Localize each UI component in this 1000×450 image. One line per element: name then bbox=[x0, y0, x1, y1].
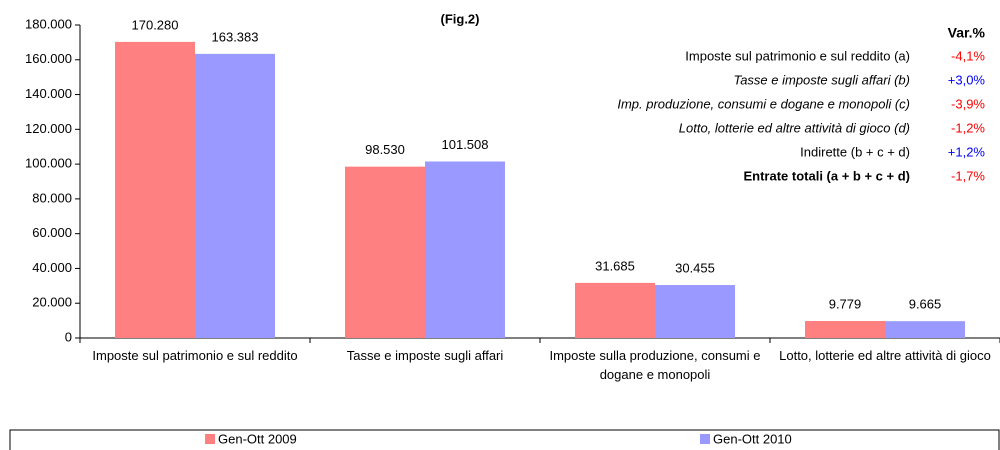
annotation-value: -1,2% bbox=[951, 120, 985, 135]
y-tick-label: 160.000 bbox=[25, 51, 72, 66]
bar bbox=[345, 166, 425, 338]
y-tick-label: 60.000 bbox=[32, 225, 72, 240]
annotation-value: +1,2% bbox=[948, 144, 986, 159]
bar bbox=[115, 41, 195, 338]
annotation-label: Tasse e imposte sugli affari (b) bbox=[733, 72, 910, 87]
legend-label: Gen-Ott 2009 bbox=[218, 431, 297, 446]
legend-swatch bbox=[205, 434, 215, 444]
value-label: 9.779 bbox=[829, 296, 862, 311]
legend-label: Gen-Ott 2010 bbox=[713, 431, 792, 446]
y-tick-label: 80.000 bbox=[32, 190, 72, 205]
annotation-value: -3,9% bbox=[951, 96, 985, 111]
y-tick-label: 20.000 bbox=[32, 295, 72, 310]
x-tick-label: Imposte sulla produzione, consumi e doga… bbox=[549, 348, 761, 382]
annotation-label: Lotto, lotterie ed altre attività di gio… bbox=[679, 120, 910, 135]
value-label: 170.280 bbox=[132, 17, 179, 32]
legend-box bbox=[9, 429, 1000, 450]
annotation-value: -1,7% bbox=[951, 168, 985, 183]
value-label: 101.508 bbox=[442, 137, 489, 152]
x-tick-label: Lotto, lotterie ed altre attività di gio… bbox=[779, 348, 991, 363]
legend-swatch bbox=[700, 434, 710, 444]
chart-title: (Fig.2) bbox=[441, 11, 480, 26]
bar bbox=[425, 161, 505, 338]
bar bbox=[655, 285, 735, 338]
annotation-value: -4,1% bbox=[951, 48, 985, 63]
bar bbox=[885, 321, 965, 338]
y-tick-label: 0 bbox=[65, 329, 72, 344]
bar bbox=[805, 320, 885, 338]
value-label: 98.530 bbox=[365, 142, 405, 157]
y-tick-label: 120.000 bbox=[25, 121, 72, 136]
annotation-label: Imposte sul patrimonio e sul reddito (a) bbox=[685, 48, 910, 63]
y-tick-label: 40.000 bbox=[32, 260, 72, 275]
annotation-header: Var.% bbox=[948, 25, 986, 41]
bar bbox=[575, 282, 655, 338]
y-tick-label: 100.000 bbox=[25, 156, 72, 171]
value-label: 31.685 bbox=[595, 258, 635, 273]
x-tick-label: Tasse e imposte sugli affari bbox=[346, 348, 504, 363]
y-tick-label: 180.000 bbox=[25, 16, 72, 31]
x-tick-label: Imposte sul patrimonio e sul reddito bbox=[92, 348, 298, 363]
value-label: 30.455 bbox=[675, 260, 715, 275]
annotation-label: Entrate totali (a + b + c + d) bbox=[743, 168, 910, 183]
annotation-label: Indirette (b + c + d) bbox=[800, 144, 910, 159]
value-label: 9.665 bbox=[909, 297, 942, 312]
annotation-label: Imp. produzione, consumi e dogane e mono… bbox=[617, 96, 910, 111]
value-label: 163.383 bbox=[212, 29, 259, 44]
bar bbox=[195, 53, 275, 339]
annotation-value: +3,0% bbox=[948, 72, 986, 87]
y-tick-label: 140.000 bbox=[25, 86, 72, 101]
